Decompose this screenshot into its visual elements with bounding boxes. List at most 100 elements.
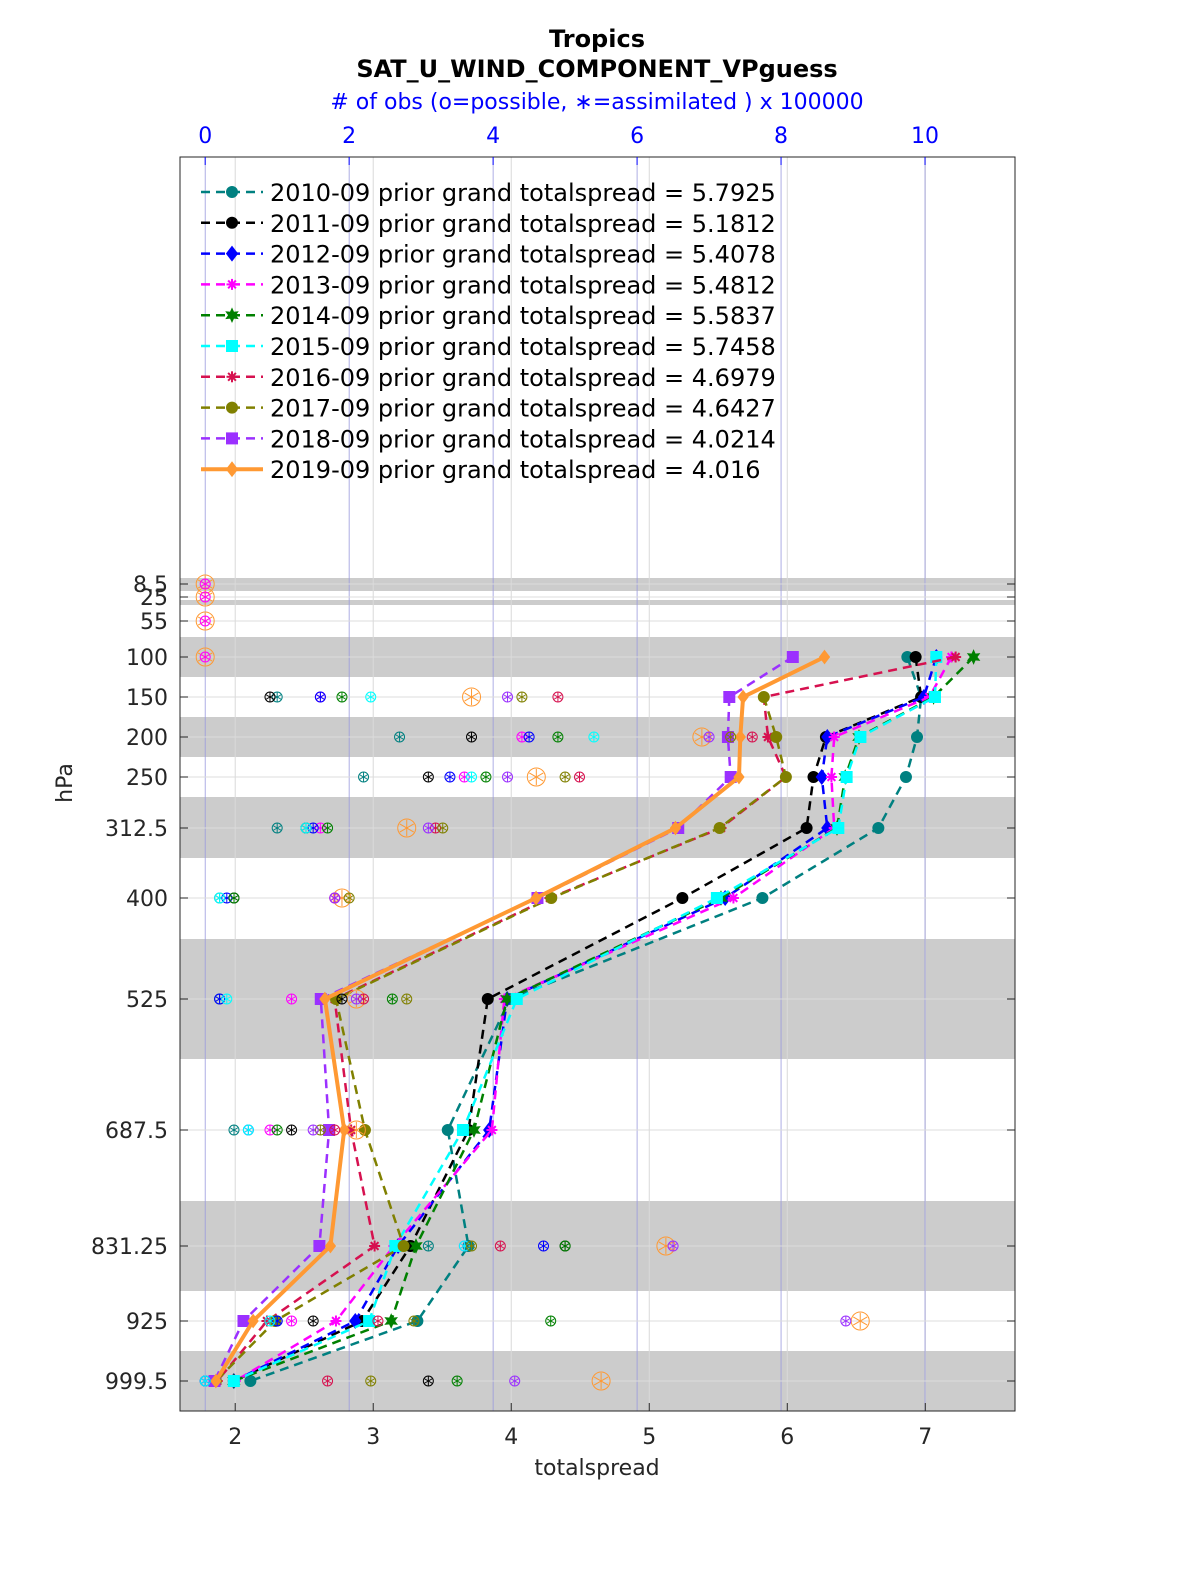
data-point <box>710 892 723 904</box>
data-point <box>530 890 542 906</box>
x-tick-label: 5 <box>642 1425 656 1450</box>
level-bands <box>180 578 1015 1411</box>
obs-possible-marker <box>591 1371 611 1391</box>
obs-possible-marker <box>408 1315 420 1327</box>
data-point <box>733 769 745 785</box>
obs-assimilated-stroke <box>503 694 512 700</box>
obs-possible-marker <box>199 1375 211 1387</box>
obs-assimilated-stroke <box>560 1243 570 1249</box>
obs-assimilated-stroke <box>352 996 361 1002</box>
data-point-stroke <box>227 372 237 382</box>
obs-assimilated-marker <box>316 692 325 702</box>
obs-possible-marker <box>458 1240 470 1252</box>
obs-possible-marker <box>271 691 283 703</box>
data-point <box>899 771 912 783</box>
data-point <box>800 822 813 834</box>
obs-possible-marker <box>195 611 215 631</box>
obs-possible-marker <box>322 822 334 834</box>
data-point <box>723 691 736 703</box>
obs-assimilated-marker <box>658 1237 674 1255</box>
data-point <box>409 1238 423 1254</box>
obs-assimilated-stroke <box>748 734 757 740</box>
obs-assimilated-stroke <box>409 1318 419 1324</box>
obs-assimilated-stroke <box>273 825 282 831</box>
data-point <box>676 892 689 904</box>
obs-possible-marker <box>422 822 434 834</box>
obs-assimilated-marker <box>560 772 570 782</box>
obs-possible-marker <box>336 993 348 1005</box>
obs-assimilated-marker <box>201 579 210 589</box>
obs-assimilated-stroke <box>287 996 296 1002</box>
obs-possible-marker <box>422 1375 434 1387</box>
obs-assimilated-marker <box>503 692 512 702</box>
obs-assimilated-stroke <box>546 1318 555 1324</box>
obs-assimilated-stroke <box>841 1318 850 1324</box>
obs-assimilated-marker <box>553 692 563 702</box>
obs-assimilated-stroke <box>464 692 479 702</box>
obs-assimilated-stroke <box>496 1243 505 1249</box>
obs-possible-marker <box>703 731 715 743</box>
obs-possible-marker <box>552 731 564 743</box>
obs-possible-marker <box>346 1120 366 1140</box>
obs-set-9 <box>307 691 852 1387</box>
legend-entry: 2011-09 prior grand totalspread = 5.1812 <box>201 210 776 238</box>
legend-label: 2011-09 prior grand totalspread = 5.1812 <box>270 210 776 238</box>
data-point-stroke <box>487 1125 497 1135</box>
obs-possible-marker <box>228 892 240 904</box>
chart-subtitle: SAT_U_WIND_COMPONENT_VPguess <box>356 55 837 83</box>
obs-possible-marker <box>221 993 233 1005</box>
obs-possible-marker <box>401 993 413 1005</box>
legend-entry: 2019-09 prior grand totalspread = 4.016 <box>201 456 760 484</box>
y-tick-label: 8.5 <box>133 573 168 598</box>
data-point <box>825 771 837 783</box>
obs-assimilated-marker <box>424 823 433 833</box>
obs-possible-marker <box>509 1375 521 1387</box>
data-point <box>319 991 331 1007</box>
obs-possible-marker <box>314 1124 326 1136</box>
legend-entry: 2012-09 prior grand totalspread = 5.4078 <box>201 241 776 269</box>
obs-possible-marker <box>559 771 571 783</box>
data-point <box>756 892 769 904</box>
obs-assimilated-stroke <box>229 1127 239 1133</box>
obs-assimilated-marker <box>424 772 433 782</box>
data-point <box>930 651 943 663</box>
obs-possible-marker <box>480 771 492 783</box>
obs-assimilated-marker <box>553 732 563 742</box>
obs-assimilated-marker <box>388 994 397 1004</box>
data-point <box>779 771 792 783</box>
obs-assimilated-stroke <box>323 825 332 831</box>
legend-label: 2013-09 prior grand totalspread = 5.4812 <box>270 271 776 299</box>
data-point <box>950 651 962 663</box>
obs-assimilated-marker <box>517 692 527 702</box>
obs-assimilated-marker <box>201 1376 210 1386</box>
obs-assimilated-marker <box>330 1125 339 1135</box>
obs-assimilated-stroke <box>704 734 714 740</box>
obs-possible-marker <box>271 1124 283 1136</box>
obs-assimilated-marker <box>546 1316 555 1326</box>
data-point <box>384 1313 398 1329</box>
data-point <box>872 822 885 834</box>
obs-assimilated-stroke <box>668 1243 678 1249</box>
obs-possible-marker <box>242 1124 254 1136</box>
obs-assimilated-stroke <box>201 1378 210 1384</box>
obs-assimilated-marker <box>496 1241 505 1251</box>
series-9 <box>210 649 831 1389</box>
y-tick-label: 525 <box>126 988 168 1013</box>
y-tick-label: 55 <box>140 610 168 635</box>
obs-possible-marker <box>840 1315 852 1327</box>
obs-assimilated-stroke <box>222 996 231 1002</box>
legend-label: 2010-09 prior grand totalspread = 5.7925 <box>270 179 776 207</box>
obs-possible-marker <box>462 687 482 707</box>
x-tick-label: 6 <box>780 1425 794 1450</box>
obs-possible-marker <box>386 993 398 1005</box>
obs-assimilated-stroke <box>388 996 397 1002</box>
data-point-stroke <box>951 652 961 662</box>
data-point <box>247 1313 259 1329</box>
obs-assimilated-marker <box>524 732 534 742</box>
obs-assimilated-stroke <box>265 694 275 700</box>
obs-possible-marker <box>199 615 211 627</box>
obs-assimilated-stroke <box>330 1127 339 1133</box>
obs-assimilated-marker <box>409 1316 419 1326</box>
obs-possible-marker <box>559 1240 571 1252</box>
